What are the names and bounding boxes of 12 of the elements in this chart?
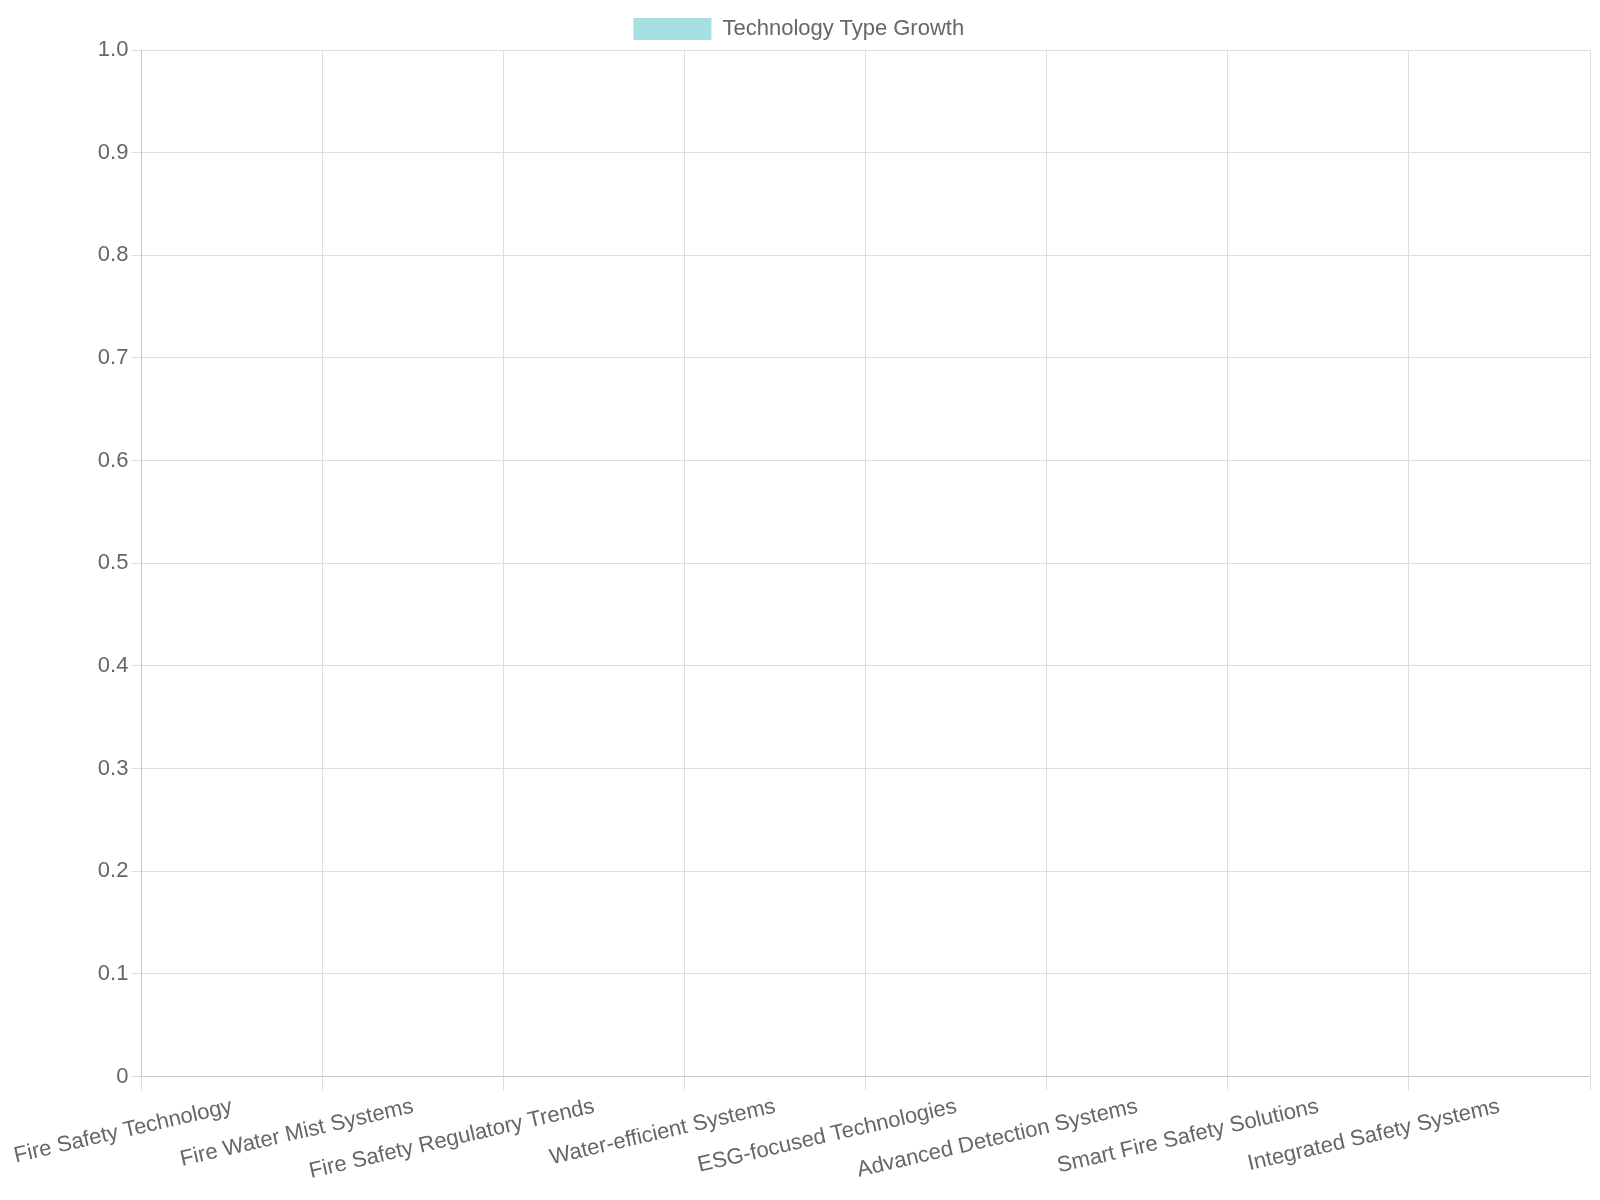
- y-tick-label: 1.0: [97, 36, 129, 62]
- y-tick-label: 0: [116, 1062, 129, 1088]
- y-tick-label: 0.5: [97, 549, 129, 575]
- y-tick-label: 0.4: [97, 651, 129, 677]
- y-tick-label: 0.9: [97, 138, 129, 164]
- y-tick-label: 0.1: [97, 959, 129, 985]
- legend-label: Technology Type Growth: [722, 15, 965, 41]
- y-tick-label: 0.7: [97, 344, 129, 369]
- y-tick-label: 0.2: [97, 857, 129, 883]
- y-tick-label: 0.6: [97, 446, 129, 472]
- y-tick-label: 0.3: [97, 754, 129, 780]
- y-tick-label: 0.8: [97, 241, 129, 267]
